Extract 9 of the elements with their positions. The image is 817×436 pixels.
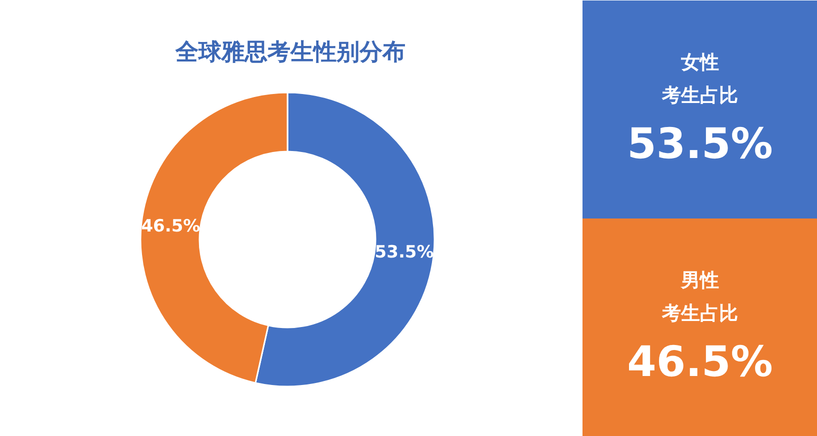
data-label: 46.5% [141,216,200,237]
text: 46.5% [627,337,773,386]
category-label: 男性 [680,270,719,292]
text: 53.5% [627,119,773,168]
category-label: 女性 [680,52,719,74]
data-label: 53.5% [374,242,434,262]
text: 考生占比 [661,302,738,324]
chart-title: 全球雅思考生性别分布 [174,40,406,66]
text: 考生占比 [661,84,738,106]
